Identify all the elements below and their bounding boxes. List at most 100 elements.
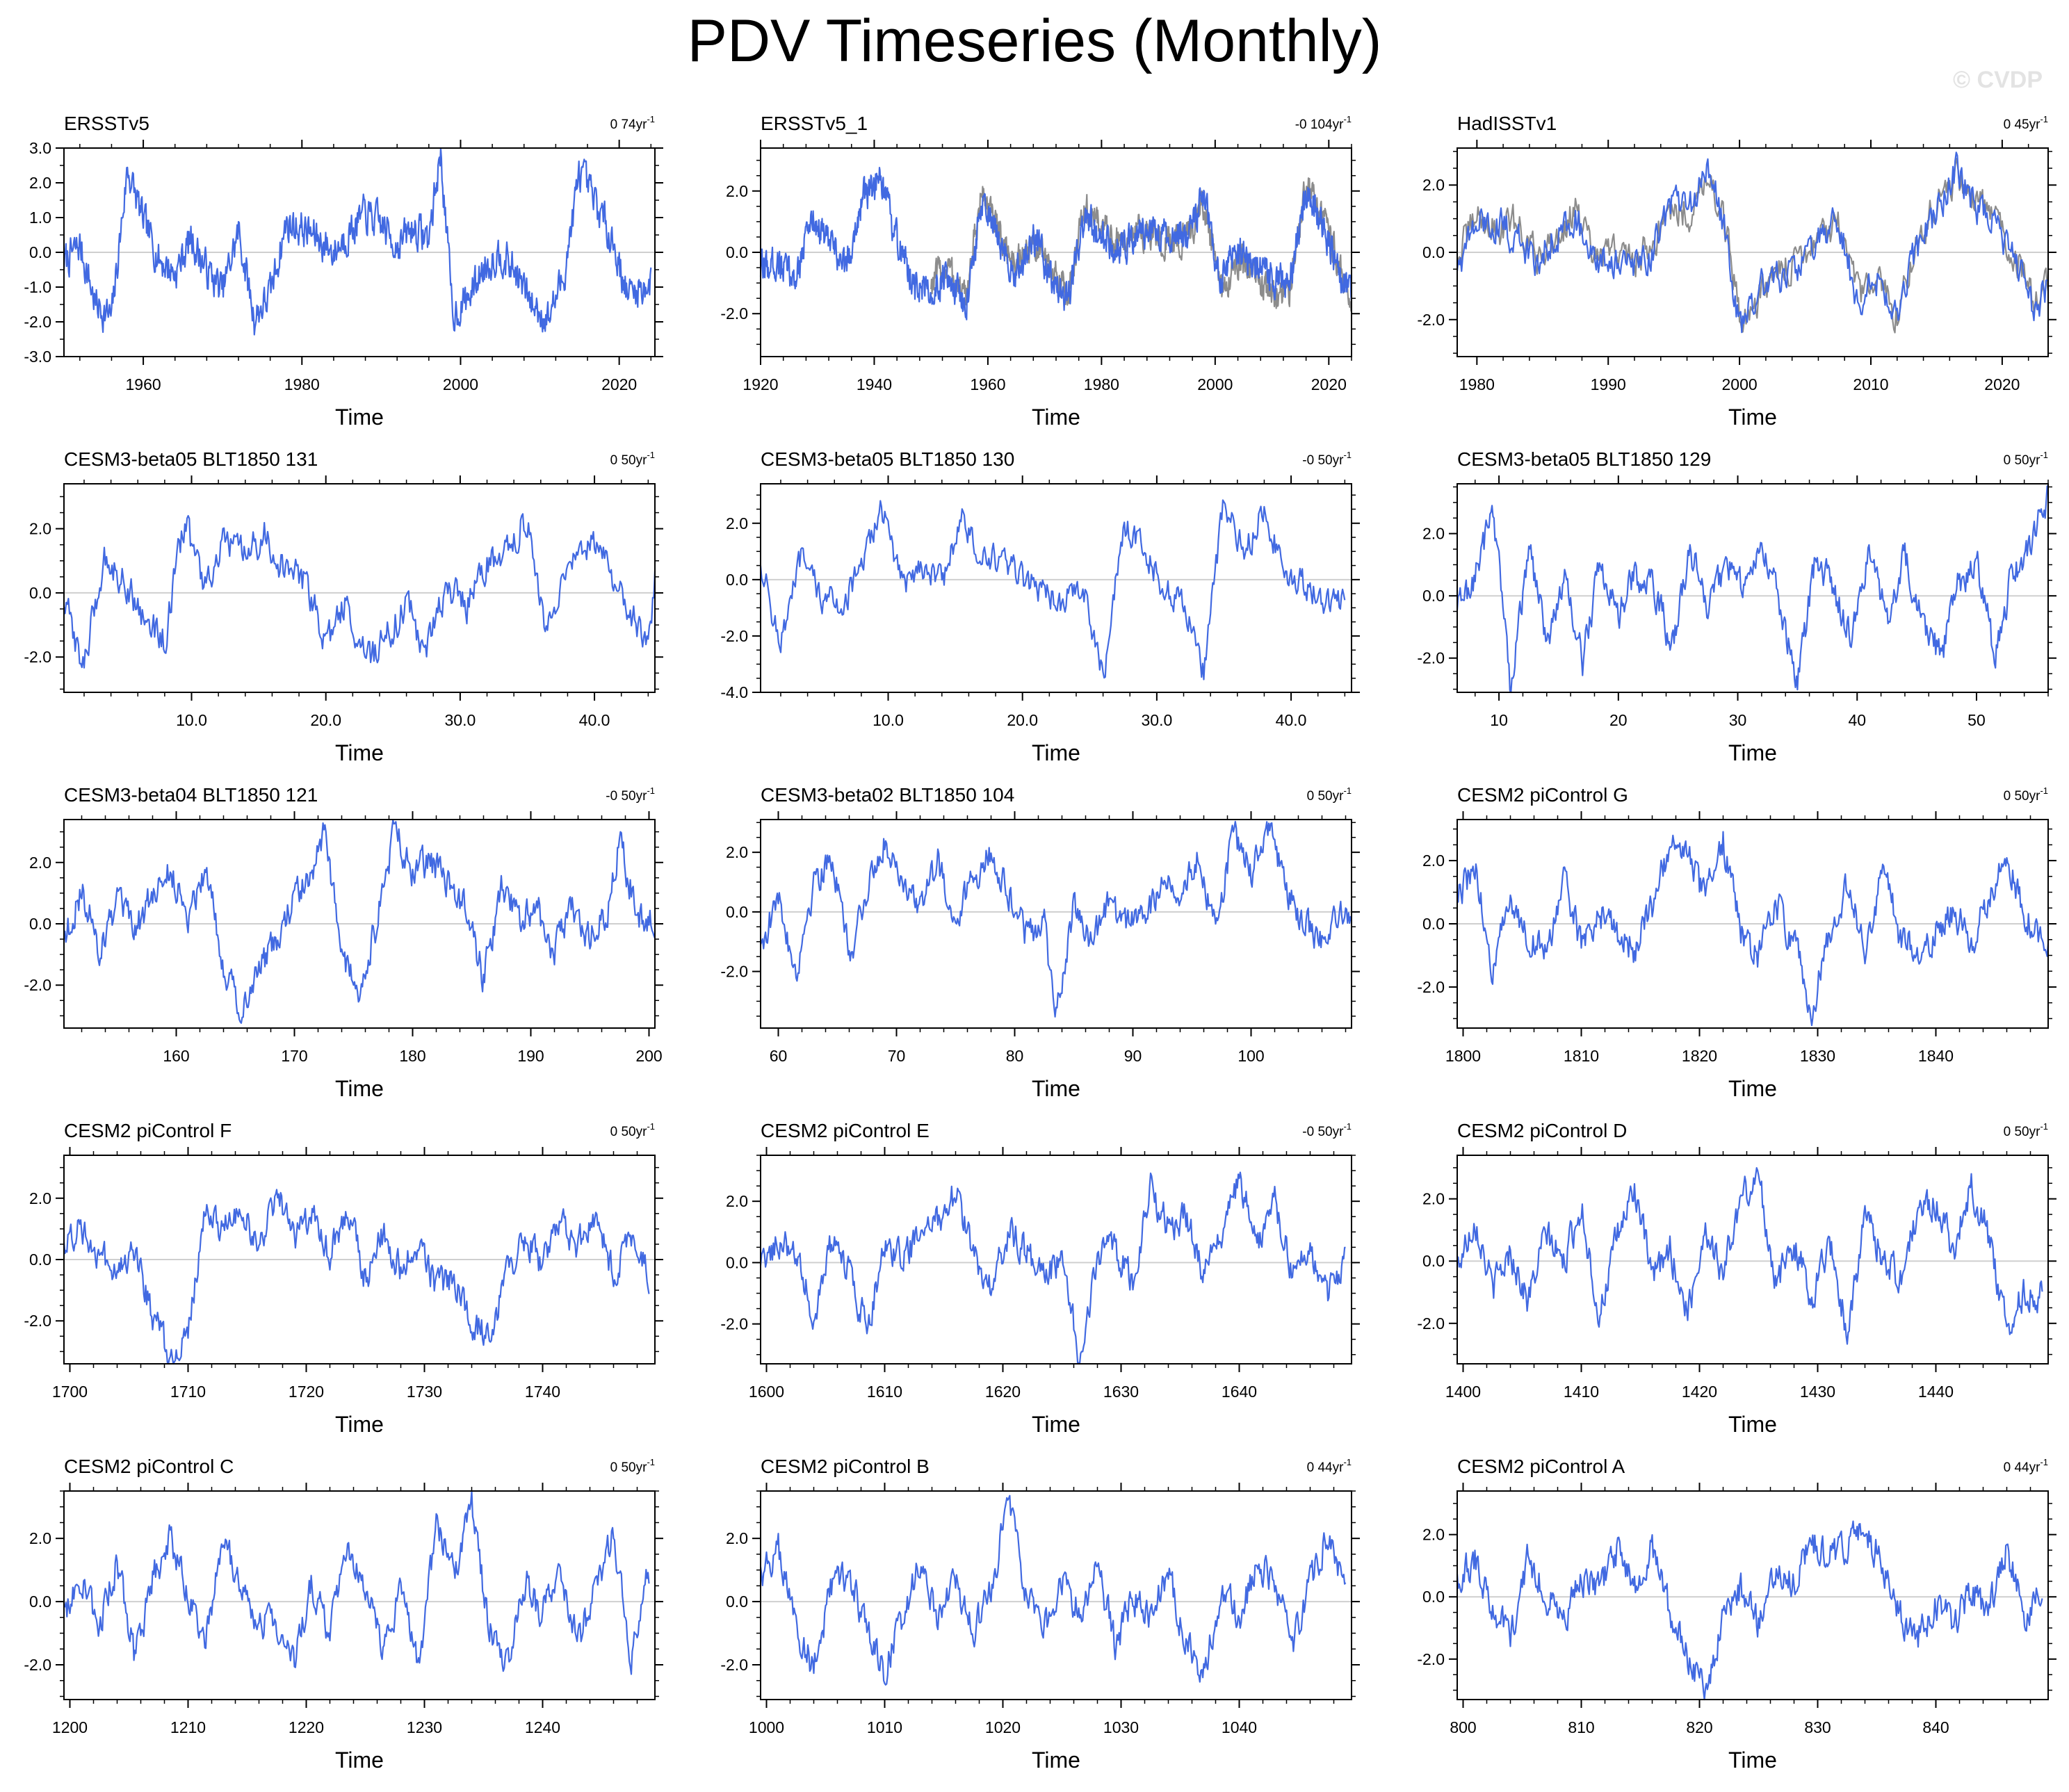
plot-frame <box>1457 1155 2049 1365</box>
x-tick-label: 100 <box>1238 1047 1264 1065</box>
pdv-series-line <box>63 1490 650 1675</box>
panel-title: CESM2 piControl G <box>1457 784 1628 806</box>
chart-panel: -2.0 0.0 2.0 160 170 180 190 200 CESM3-beta04 BL… <box>24 784 663 1101</box>
y-tick-label: 2.0 <box>1422 176 1445 194</box>
trend-unit-superscript: -1 <box>647 1121 655 1132</box>
chart-panel: -2.0 0.0 2.0 1200 1210 1220 1230 1240 CESM2 piCo… <box>24 1456 663 1773</box>
pdv-series-line <box>759 167 1353 320</box>
x-tick-label: 1200 <box>52 1718 88 1736</box>
pdv-series-line <box>759 499 1346 681</box>
x-tick-label: 1620 <box>985 1383 1021 1401</box>
trend-unit-superscript: -1 <box>2040 114 2048 124</box>
x-axis-label: Time <box>1032 740 1080 765</box>
y-tick-label: -2.0 <box>1417 649 1445 667</box>
y-tick-label: -1.0 <box>24 278 51 296</box>
panel-title: ERSSTv5_1 <box>761 113 868 134</box>
y-tick-label: 0.0 <box>726 903 748 921</box>
x-tick-label: 2000 <box>443 375 478 393</box>
x-tick-label: 1400 <box>1445 1383 1481 1401</box>
trend-value: 0 45yr <box>2004 117 2040 132</box>
pdv-series-line <box>1456 485 2049 694</box>
trend-value: -0 50yr <box>1302 453 1344 468</box>
y-tick-label: 3.0 <box>29 139 51 157</box>
x-tick-label: 2020 <box>1984 375 2020 393</box>
chart-panel: -2.0 0.0 2.0 1700 1710 1720 1730 1740 CESM2 piCo… <box>24 1120 663 1437</box>
trend-value: 0 50yr <box>2004 1125 2040 1139</box>
trend-unit-superscript: -1 <box>1343 785 1352 796</box>
y-tick-label: 0.0 <box>1422 1252 1445 1270</box>
trend-value: 0 74yr <box>610 117 647 132</box>
y-tick-label: 2.0 <box>29 520 51 538</box>
x-tick-label: 1980 <box>1084 375 1119 393</box>
panel-title: CESM2 piControl B <box>761 1456 930 1477</box>
panel-title: CESM3-beta05 BLT1850 131 <box>64 448 318 470</box>
x-tick-label: 1420 <box>1682 1383 1717 1401</box>
x-tick-label: 1980 <box>1459 375 1495 393</box>
y-tick-label: 2.0 <box>1422 1190 1445 1208</box>
panel-title: CESM2 piControl A <box>1457 1456 1625 1477</box>
y-tick-label: 0.0 <box>1422 587 1445 605</box>
y-tick-label: 0.0 <box>1422 1588 1445 1606</box>
y-tick-label: -3.0 <box>24 348 51 366</box>
x-tick-label: 20.0 <box>310 711 341 729</box>
pdv-series-line <box>759 820 1353 1018</box>
x-tick-label: 1630 <box>1103 1383 1139 1401</box>
x-tick-label: 1740 <box>525 1383 560 1401</box>
x-tick-label: 1240 <box>525 1718 560 1736</box>
x-tick-label: 1020 <box>985 1718 1021 1736</box>
x-tick-label: 1220 <box>289 1718 324 1736</box>
trend-annotation: 0 45yr-1 <box>2004 114 2048 132</box>
x-tick-label: 1230 <box>407 1718 442 1736</box>
trend-annotation: -0 50yr-1 <box>1302 450 1352 468</box>
x-tick-label: 810 <box>1568 1718 1594 1736</box>
x-tick-label: 200 <box>635 1047 662 1065</box>
trend-unit-superscript: -1 <box>647 785 655 796</box>
x-tick-label: 30 <box>1729 711 1747 729</box>
trend-unit-superscript: -1 <box>1343 114 1352 124</box>
chart-panel: -2.0 0.0 2.0 1920 1940 1960 1980 2000 2020 ERSSTv… <box>720 113 1360 430</box>
trend-annotation: 0 44yr-1 <box>1307 1457 1352 1475</box>
x-tick-label: 1700 <box>52 1383 88 1401</box>
x-tick-label: 1410 <box>1564 1383 1599 1401</box>
y-tick-label: 2.0 <box>1422 852 1445 870</box>
trend-annotation: 0 50yr-1 <box>2004 785 2048 804</box>
y-tick-label: -2.0 <box>24 1656 51 1674</box>
x-tick-label: 1840 <box>1918 1047 1954 1065</box>
y-tick-label: 0.0 <box>29 584 51 602</box>
plot-frame <box>760 1155 1352 1365</box>
x-tick-label: 40.0 <box>579 711 610 729</box>
plot-frame <box>63 483 656 693</box>
page-title: PDV Timeseries (Monthly) <box>687 8 1382 74</box>
trend-annotation: 0 50yr-1 <box>610 1121 655 1139</box>
x-tick-label: 60 <box>770 1047 788 1065</box>
y-tick-label: 0.0 <box>29 1593 51 1611</box>
y-tick-label: 0.0 <box>726 1253 748 1271</box>
x-tick-label: 1960 <box>126 375 161 393</box>
y-tick-label: 2.0 <box>726 182 748 200</box>
x-tick-label: 800 <box>1450 1718 1476 1736</box>
trend-unit-superscript: -1 <box>647 114 655 124</box>
trend-value: -0 50yr <box>606 789 647 804</box>
y-tick-label: 2.0 <box>1422 525 1445 543</box>
chart-panel: -4.0 -2.0 0.0 2.0 10.0 20.0 30.0 40.0 CESM3-beta… <box>720 448 1360 765</box>
y-tick-label: 0.0 <box>29 915 51 933</box>
pdv-series-line <box>63 513 656 669</box>
panel-title: CESM2 piControl F <box>64 1120 232 1141</box>
x-tick-label: 90 <box>1124 1047 1142 1065</box>
trend-annotation: 0 50yr-1 <box>610 450 655 468</box>
x-tick-label: 20 <box>1609 711 1628 729</box>
trend-unit-superscript: -1 <box>2040 1121 2048 1132</box>
x-axis-label: Time <box>335 1412 384 1437</box>
chart-panel: -2.0 0.0 2.0 1980 1990 2000 2010 2020 HadISSTv1 0… <box>1417 113 2056 430</box>
x-tick-label: 180 <box>399 1047 425 1065</box>
pdv-series-line <box>1456 1167 2043 1345</box>
pdv-series-line <box>63 147 652 336</box>
x-tick-label: 1800 <box>1445 1047 1481 1065</box>
y-tick-label: -2.0 <box>720 627 748 645</box>
y-tick-label: -2.0 <box>1417 1650 1445 1668</box>
y-tick-label: 0.0 <box>726 571 748 589</box>
y-tick-label: 0.0 <box>1422 243 1445 261</box>
x-tick-label: 820 <box>1686 1718 1712 1736</box>
plot-frame <box>1457 483 2049 693</box>
y-tick-label: 0.0 <box>726 243 748 261</box>
